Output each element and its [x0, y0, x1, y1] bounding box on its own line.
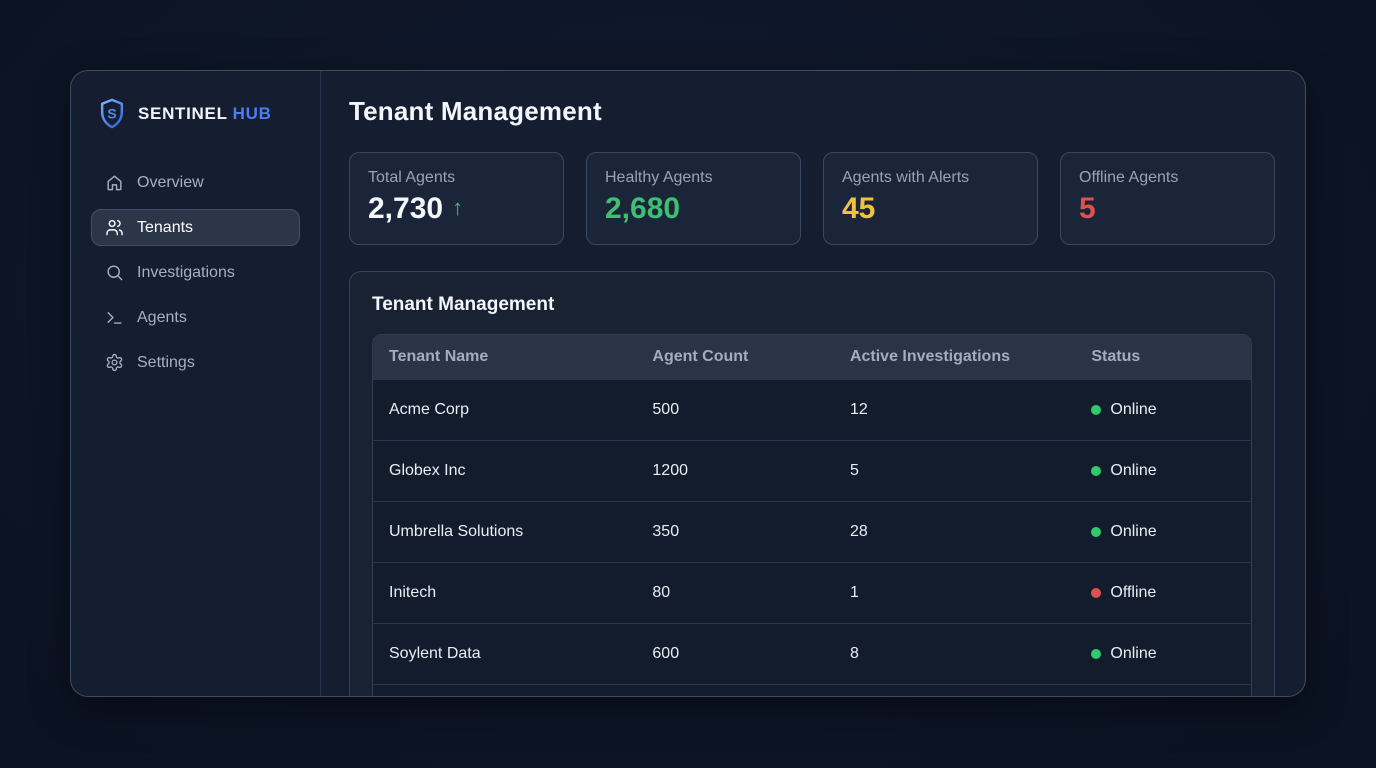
sidebar-item-label: Investigations: [137, 263, 235, 281]
brand: S SENTINEL HUB: [97, 97, 294, 130]
sentinel-shield-logo-icon: S: [97, 97, 127, 130]
table-row[interactable]: Acme Corp 500 12 Online: [373, 379, 1251, 440]
tenant-name-cell: Globex Inc: [389, 462, 466, 479]
sidebar-item-label: Tenants: [137, 218, 194, 236]
active-investigations-cell: 8: [849, 645, 859, 662]
active-investigations-cell: 12: [849, 401, 868, 418]
tenant-name-cell: Soylent Data: [389, 645, 481, 662]
stat-label: Total Agents: [368, 169, 456, 186]
stat-card-agents-with-alerts: Agents with Alerts 45: [823, 152, 1038, 245]
status-label: Offline: [1110, 584, 1157, 601]
sidebar-item-agents[interactable]: Agents: [91, 299, 300, 336]
brand-text: SENTINEL HUB: [138, 104, 272, 124]
status-cell: Offline: [1075, 584, 1251, 602]
table-row[interactable]: Globex Inc 1200 5 Online: [373, 440, 1251, 501]
tenant-name-cell: Initech: [389, 584, 437, 601]
brand-name: SENTINEL: [138, 103, 228, 123]
status-cell: Online: [1075, 645, 1251, 663]
column-header-agent-count: Agent Count: [652, 348, 749, 365]
stat-card-total-agents: Total Agents 2,730 ↑: [349, 152, 564, 245]
stat-value: 2,680: [605, 192, 681, 225]
column-header-active-investigations: Active Investigations: [849, 348, 1010, 365]
panel-title: Tenant Management: [372, 294, 555, 315]
column-header-status: Status: [1091, 348, 1141, 365]
agent-count-cell: 600: [652, 645, 680, 662]
tenant-name-cell: Umbrella Solutions: [389, 523, 524, 540]
agent-count-cell: 80: [652, 584, 671, 601]
status-dot-icon: [1091, 466, 1102, 476]
active-investigations-cell: 28: [849, 523, 868, 540]
stat-cards: Total Agents 2,730 ↑ Healthy Agents 2,68…: [349, 152, 1275, 245]
agent-count-cell: 1200: [652, 462, 688, 479]
tenant-table: Tenant Name Agent Count Active Investiga…: [372, 334, 1252, 696]
agent-count-cell: 350: [652, 523, 680, 540]
stat-number: 2,730: [368, 192, 444, 225]
status-cell: Online: [1075, 523, 1251, 541]
status-dot-icon: [1091, 588, 1102, 598]
table-row[interactable]: Umbrella Solutions 350 28 Online: [373, 501, 1251, 562]
active-investigations-cell: 1: [849, 584, 859, 601]
terminal-icon: [105, 308, 124, 327]
status-dot-icon: [1091, 405, 1102, 415]
stat-label: Offline Agents: [1079, 169, 1179, 186]
sidebar-item-label: Settings: [137, 353, 195, 371]
status-cell: Online: [1075, 401, 1251, 419]
stat-value: 2,730 ↑: [368, 192, 545, 225]
status-cell: Online: [1075, 462, 1251, 480]
status-label: Online: [1110, 645, 1157, 662]
tenant-management-panel: Tenant Management Tenant Name Agent Coun…: [349, 271, 1275, 696]
status-label: Online: [1110, 523, 1157, 540]
column-header-tenant-name: Tenant Name: [389, 348, 489, 365]
sidebar-nav: Overview Tenants: [91, 164, 300, 381]
stat-value: 45: [842, 192, 876, 225]
svg-text:S: S: [107, 106, 116, 122]
active-investigations-cell: 5: [849, 462, 859, 479]
sidebar-item-settings[interactable]: Settings: [91, 344, 300, 381]
status-dot-icon: [1091, 527, 1102, 537]
app-window: S SENTINEL HUB Overview: [70, 70, 1306, 697]
sidebar-item-investigations[interactable]: Investigations: [91, 254, 300, 291]
agent-count-cell: 500: [652, 401, 680, 418]
stat-card-offline-agents: Offline Agents 5: [1060, 152, 1275, 245]
search-icon: [105, 263, 124, 282]
tenant-name-cell: Acme Corp: [389, 401, 470, 418]
brand-suffix: HUB: [232, 103, 272, 123]
gear-icon: [105, 353, 124, 372]
sidebar-item-label: Overview: [137, 173, 204, 191]
status-label: Online: [1110, 401, 1157, 418]
table-row-partial[interactable]: [373, 684, 1251, 696]
page-title: Tenant Management: [349, 96, 602, 126]
sidebar: S SENTINEL HUB Overview: [71, 71, 321, 696]
status-label: Online: [1110, 462, 1157, 479]
stat-card-healthy-agents: Healthy Agents 2,680: [586, 152, 801, 245]
stat-value: 5: [1079, 192, 1096, 225]
stat-label: Agents with Alerts: [842, 169, 970, 186]
sidebar-item-label: Agents: [137, 308, 187, 326]
home-icon: [105, 173, 124, 192]
status-dot-icon: [1091, 649, 1102, 659]
sidebar-item-tenants[interactable]: Tenants: [91, 209, 300, 246]
sidebar-item-overview[interactable]: Overview: [91, 164, 300, 201]
table-row[interactable]: Soylent Data 600 8 Online: [373, 623, 1251, 684]
main-content: Tenant Management Total Agents 2,730 ↑ H…: [321, 71, 1305, 696]
stat-label: Healthy Agents: [605, 169, 713, 186]
table-row[interactable]: Initech 80 1 Offline: [373, 562, 1251, 623]
users-icon: [105, 218, 124, 237]
table-header-row: Tenant Name Agent Count Active Investiga…: [373, 335, 1251, 379]
trend-up-icon: ↑: [452, 195, 464, 221]
